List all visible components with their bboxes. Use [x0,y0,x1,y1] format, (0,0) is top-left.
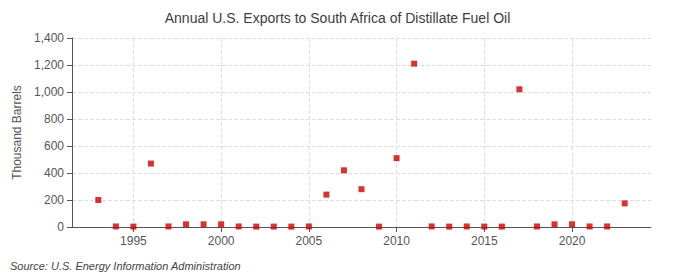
svg-text:1,400: 1,400 [34,31,64,45]
svg-text:600: 600 [44,139,64,153]
svg-text:2005: 2005 [296,234,323,248]
svg-text:2020: 2020 [559,234,586,248]
svg-text:1995: 1995 [120,234,147,248]
svg-text:1,200: 1,200 [34,58,64,72]
svg-text:200: 200 [44,193,64,207]
svg-text:0: 0 [57,220,64,234]
svg-text:Source: U.S. Energy Informatio: Source: U.S. Energy Information Administ… [10,260,241,272]
svg-text:Thousand Barrels: Thousand Barrels [10,85,24,180]
svg-text:400: 400 [44,166,64,180]
svg-text:Annual U.S. Exports to South A: Annual U.S. Exports to South Africa of D… [165,10,511,26]
svg-text:800: 800 [44,112,64,126]
svg-text:2010: 2010 [383,234,410,248]
svg-text:2000: 2000 [208,234,235,248]
svg-text:2015: 2015 [471,234,498,248]
svg-text:1,000: 1,000 [34,85,64,99]
